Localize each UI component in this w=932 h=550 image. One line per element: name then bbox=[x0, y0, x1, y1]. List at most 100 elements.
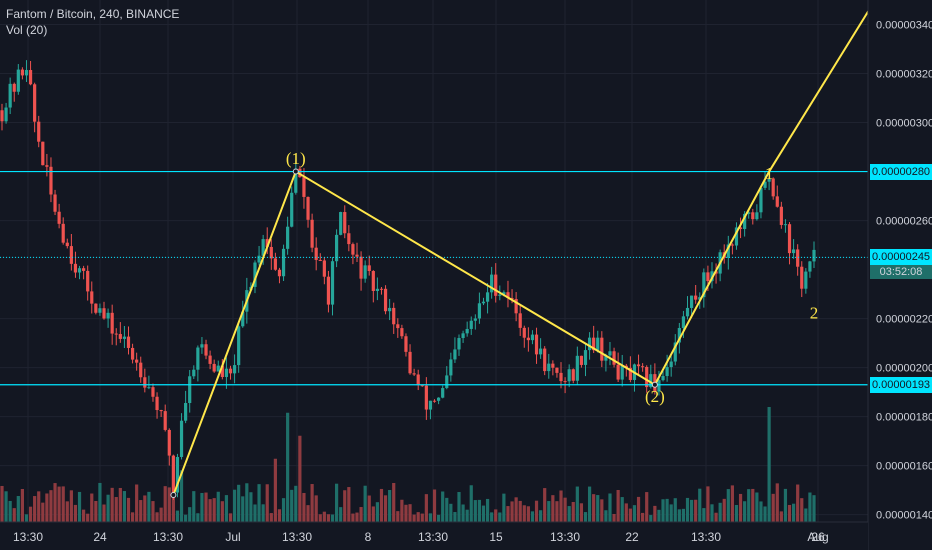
candle-body bbox=[620, 365, 624, 380]
candle bbox=[669, 353, 673, 377]
volume-bar bbox=[787, 504, 792, 522]
volume-bar bbox=[722, 498, 726, 522]
candle-series bbox=[0, 60, 816, 500]
candle bbox=[469, 316, 473, 335]
volume-bar bbox=[714, 512, 718, 522]
candle-body bbox=[473, 318, 477, 321]
volume-bar bbox=[12, 508, 16, 522]
volume-bar bbox=[130, 512, 135, 522]
candle-body bbox=[363, 265, 367, 279]
candle-body bbox=[698, 297, 702, 300]
candle bbox=[200, 337, 204, 354]
volume-bar bbox=[28, 506, 33, 522]
candle bbox=[396, 318, 400, 338]
candle bbox=[485, 283, 490, 314]
candle-body bbox=[265, 239, 269, 247]
candle-body bbox=[257, 255, 261, 263]
candle bbox=[318, 253, 322, 262]
candle-body bbox=[241, 311, 245, 327]
candle-body bbox=[61, 223, 65, 243]
candle-body bbox=[685, 307, 690, 317]
volume-bar bbox=[657, 509, 661, 522]
candle-body bbox=[734, 227, 739, 246]
candle bbox=[408, 344, 412, 375]
candle bbox=[175, 453, 180, 498]
candle-body bbox=[706, 272, 710, 282]
candle-body bbox=[530, 334, 535, 341]
candle bbox=[326, 270, 331, 313]
volume-bar bbox=[632, 505, 637, 522]
volume-bar bbox=[196, 513, 200, 522]
candle-body bbox=[551, 363, 555, 368]
candle-body bbox=[783, 224, 788, 226]
candle-body bbox=[82, 268, 86, 271]
candle bbox=[791, 239, 796, 259]
candle-body bbox=[490, 274, 494, 293]
volume-bar bbox=[481, 505, 486, 522]
resistance-price-tag: 0.00000280 bbox=[870, 163, 932, 180]
wave-label: (2) bbox=[645, 387, 665, 406]
price-tick-label: 0.00000300 bbox=[876, 118, 932, 130]
time-tick-label: 13:30 bbox=[550, 530, 580, 544]
candle-body bbox=[669, 361, 673, 368]
candle-body bbox=[20, 69, 25, 76]
candle-body bbox=[526, 337, 530, 341]
candle bbox=[216, 360, 220, 372]
volume-bar bbox=[677, 509, 681, 522]
volume-bar bbox=[702, 508, 706, 522]
candle-body bbox=[273, 258, 277, 270]
price-tick-label: 0.00000180 bbox=[876, 412, 932, 424]
candle-body bbox=[649, 374, 653, 388]
candle bbox=[33, 82, 37, 133]
volume-bar bbox=[555, 501, 559, 522]
volume-bar bbox=[392, 483, 396, 522]
time-tick-label: 24 bbox=[93, 530, 107, 544]
volume-bar bbox=[653, 505, 657, 522]
candle bbox=[641, 363, 645, 372]
candle bbox=[188, 369, 192, 413]
volume-bar bbox=[469, 485, 473, 522]
candle-body bbox=[510, 298, 514, 300]
volume-bar bbox=[277, 509, 282, 522]
candle-body bbox=[69, 246, 73, 264]
volume-bar bbox=[518, 500, 522, 522]
volume-bar bbox=[441, 491, 445, 522]
candle-body bbox=[465, 328, 469, 334]
candle-body bbox=[86, 270, 90, 292]
volume-bar bbox=[4, 491, 8, 522]
wave-anchor-point bbox=[292, 168, 299, 175]
candle bbox=[310, 213, 314, 253]
volume-bar bbox=[551, 495, 555, 522]
volume-bar bbox=[755, 492, 759, 522]
volume-bar bbox=[20, 488, 25, 522]
candle-body bbox=[747, 212, 751, 214]
candle-body bbox=[208, 355, 212, 364]
volume-bar bbox=[706, 486, 710, 522]
candle-body bbox=[90, 291, 94, 304]
candle bbox=[543, 346, 547, 376]
candle bbox=[118, 322, 122, 343]
volume-bar bbox=[604, 510, 608, 522]
candle-body bbox=[534, 334, 539, 355]
candle-body bbox=[755, 212, 759, 220]
volume-bar bbox=[510, 501, 514, 522]
candle bbox=[514, 292, 518, 322]
volume-bar bbox=[37, 491, 41, 522]
volume-bar bbox=[636, 496, 641, 522]
candle-body bbox=[355, 254, 359, 257]
candle bbox=[665, 354, 669, 382]
candle-body bbox=[277, 269, 282, 277]
volume-bar bbox=[628, 508, 632, 522]
candle bbox=[796, 244, 800, 276]
candle-body bbox=[326, 276, 331, 305]
candle bbox=[575, 346, 579, 385]
candle-body bbox=[498, 294, 502, 296]
volume-bar bbox=[669, 504, 673, 522]
volume-bar bbox=[567, 506, 571, 522]
volume-bar bbox=[543, 488, 547, 522]
volume-bar bbox=[698, 488, 702, 522]
candle-body bbox=[661, 376, 665, 381]
candle-body bbox=[302, 177, 306, 197]
candle-body bbox=[33, 84, 37, 122]
